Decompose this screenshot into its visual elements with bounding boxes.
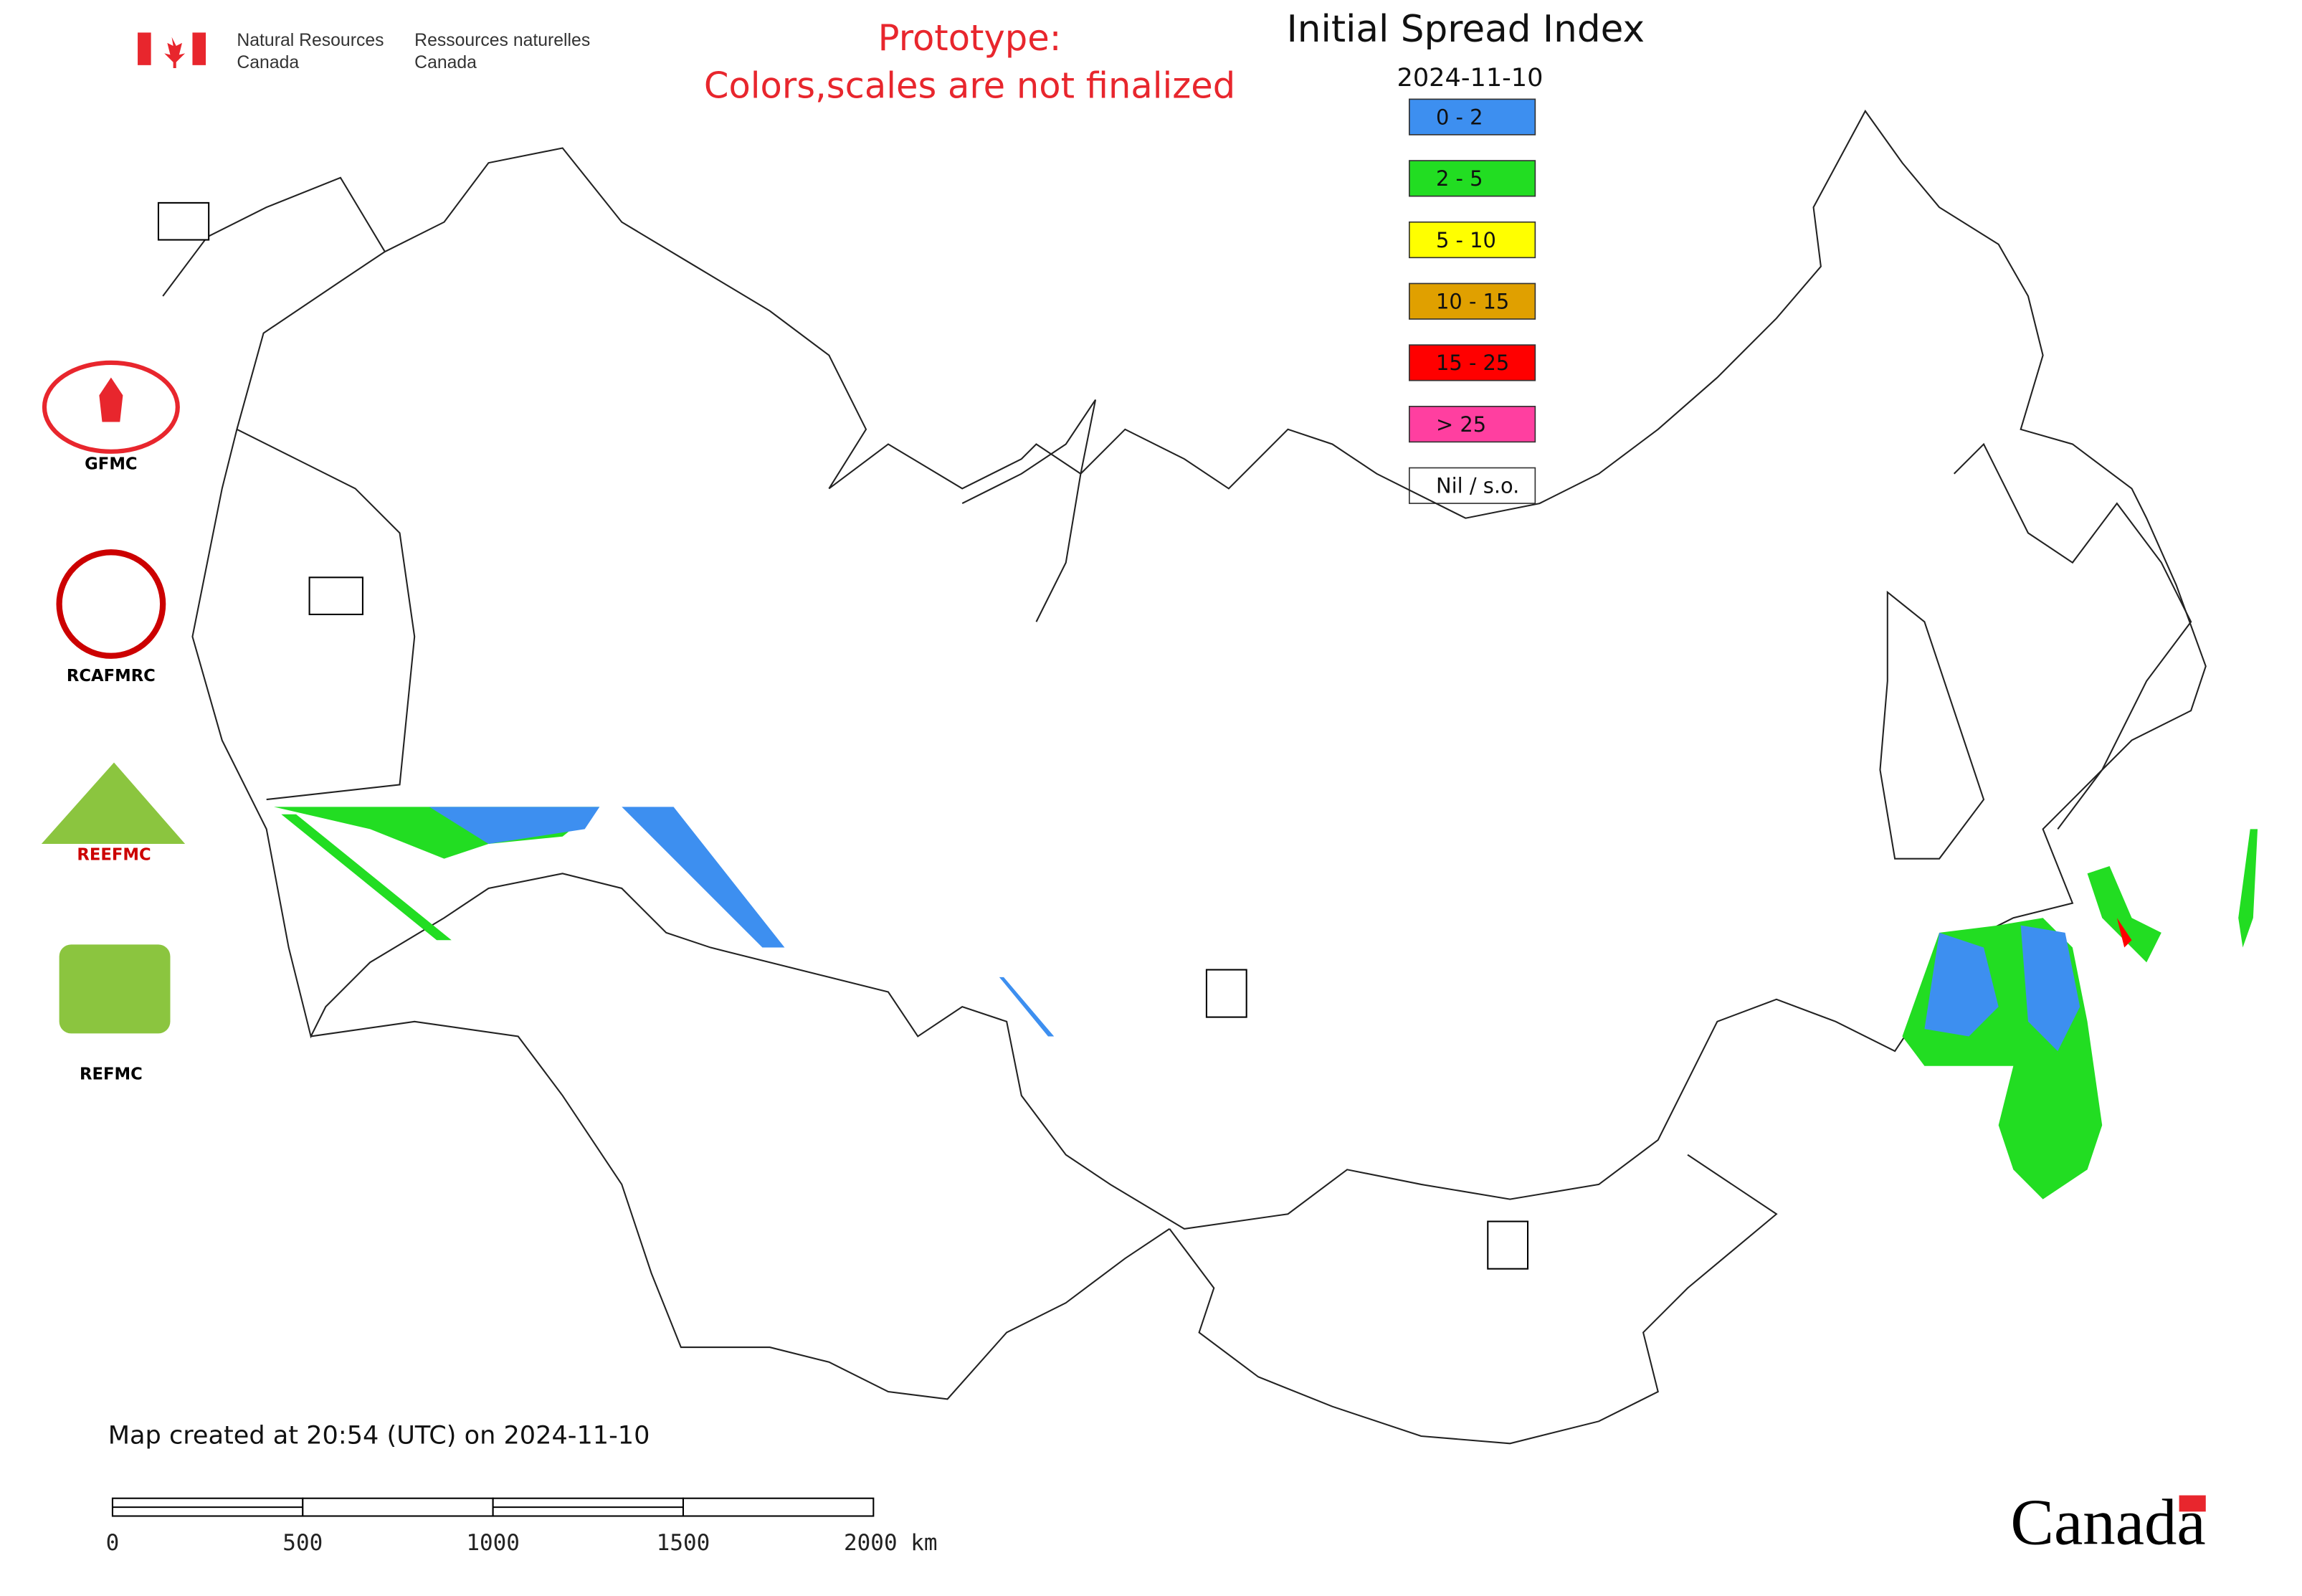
wordmark-flag <box>2179 1495 2206 1512</box>
legend-label: 15 - 25 <box>1436 351 1509 375</box>
agency-fr: Canada <box>414 53 477 72</box>
map-logo <box>308 576 363 615</box>
scale-segment <box>682 1497 875 1517</box>
canada-wordmark: Canada <box>2010 1486 2205 1559</box>
legend-swatch <box>1409 344 1536 381</box>
legend-swatch <box>1409 98 1536 136</box>
raster-blue <box>999 977 1055 1037</box>
index-raster <box>274 807 2258 1200</box>
kamchatka <box>1953 442 2192 830</box>
legend-label: > 25 <box>1436 412 1486 437</box>
logo-label: REEFMC <box>77 846 151 865</box>
legend-label: 2 - 5 <box>1436 166 1483 191</box>
legend-label: 0 - 2 <box>1436 105 1483 129</box>
scale-segment <box>302 1497 494 1517</box>
raster-blue <box>622 807 785 948</box>
logo-label: GFMC <box>85 455 137 474</box>
map <box>162 109 2207 1445</box>
scale-label: 1000 <box>466 1530 520 1556</box>
notice: Prototype: <box>878 17 1062 59</box>
refmc-logo <box>59 944 171 1034</box>
gfmc-logo <box>42 360 180 454</box>
legend-swatch <box>1409 405 1536 443</box>
rcafmrc-logo <box>56 549 166 659</box>
flag-bar <box>138 32 151 65</box>
raster-green <box>281 814 452 941</box>
legend-label: 10 - 15 <box>1436 290 1509 314</box>
notice: Colors,scales are not finalized <box>704 65 1235 106</box>
scandinavia <box>162 176 416 801</box>
legend-swatch <box>1409 160 1536 197</box>
legend-swatch <box>1409 282 1536 320</box>
flag-bar <box>192 32 206 65</box>
agency-fr: Ressources naturelles <box>414 31 590 50</box>
legend-swatch <box>1409 221 1536 259</box>
raster-green <box>1902 918 2103 1200</box>
logo-label: REFMC <box>80 1065 143 1083</box>
legend-swatch <box>1409 467 1536 504</box>
sakhalin <box>1879 590 1985 860</box>
map-logo <box>1487 1220 1529 1270</box>
raster-blue <box>1924 932 1999 1037</box>
date: 2024-11-10 <box>1397 63 1544 92</box>
mongolia <box>1169 1154 1778 1445</box>
scale-label: 500 <box>282 1530 323 1556</box>
map-logo <box>157 201 210 241</box>
legend: 0 - 2 2 - 5 5 - 10 10 - 15 15 - 25 > 25 Nil / … <box>1409 98 1536 504</box>
reefmc-logo <box>41 762 186 845</box>
central-asia <box>310 1020 1170 1400</box>
logo-label: RCAFMRC <box>67 667 156 685</box>
scale-label: 0 <box>106 1530 120 1556</box>
raster-green <box>2087 865 2161 963</box>
title: Initial Spread Index <box>1287 8 1645 51</box>
map-logo <box>1205 969 1247 1018</box>
maple-leaf <box>164 37 186 68</box>
flame <box>99 377 123 422</box>
agency-en: Natural Resources <box>237 31 384 50</box>
scale-label: 1500 <box>657 1530 710 1556</box>
raster-blue <box>2020 925 2080 1052</box>
scale-bar: 0 500 1000 1500 2000 km <box>106 1497 938 1556</box>
logos: GFMC RCAFMRC REEFMC REFMC <box>41 201 1529 1270</box>
scale-label: 2000 km <box>844 1530 938 1556</box>
novaya-zemlya <box>961 399 1097 622</box>
gov-logo <box>138 32 206 68</box>
russia-outline <box>191 109 2207 1230</box>
legend-label: 5 - 10 <box>1436 228 1496 252</box>
raster-red <box>2116 918 2132 948</box>
agency-en: Canada <box>237 53 299 72</box>
raster-blue <box>429 807 600 845</box>
footer: Map created at 20:54 (UTC) on 2024-11-10 <box>108 1420 650 1450</box>
raster-green <box>2238 829 2258 948</box>
legend-label: Nil / s.o. <box>1436 474 1519 498</box>
